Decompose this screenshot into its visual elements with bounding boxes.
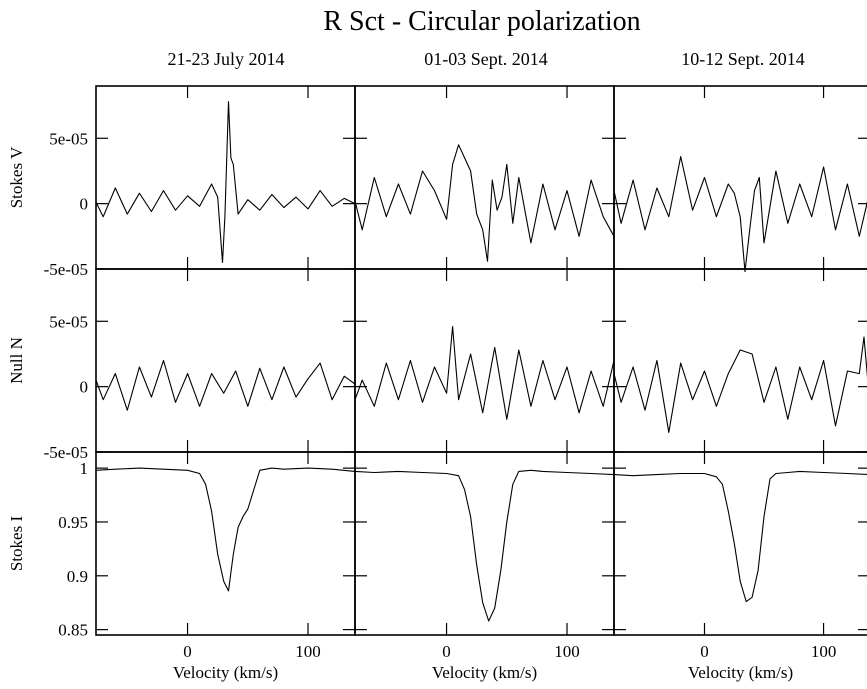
chart-title: R Sct - Circular polarization xyxy=(323,6,640,37)
series-line-r3-c2 xyxy=(354,469,615,622)
panel-frame-r3-c3 xyxy=(613,451,867,636)
ytick-label: 5e-05 xyxy=(49,129,88,148)
series-line-r1-c1 xyxy=(95,101,356,264)
panel-frame-r2-c1 xyxy=(95,268,356,453)
xtick-label: 100 xyxy=(554,642,580,661)
xtick-label: 0 xyxy=(442,642,451,661)
ytick-label: 0.85 xyxy=(58,621,88,640)
ytick-label: 0.95 xyxy=(58,513,88,532)
series-line-r3-c1 xyxy=(95,467,356,592)
series-line-r1-c2 xyxy=(354,144,615,262)
ytick-label: -5e-05 xyxy=(44,260,88,279)
x-axis-label: Velocity (km/s) xyxy=(173,663,278,682)
series-line-r2-c2 xyxy=(354,325,615,420)
x-axis-label: Velocity (km/s) xyxy=(432,663,537,682)
row-axis-label: Stokes V xyxy=(7,146,26,208)
ytick-label: 0 xyxy=(80,378,89,397)
series-line-r2-c3 xyxy=(613,336,867,433)
xtick-label: 100 xyxy=(811,642,837,661)
ytick-label: 1 xyxy=(80,459,89,478)
panel-frame-r1-c3 xyxy=(613,85,867,270)
column-title-2: 01-03 Sept. 2014 xyxy=(424,49,548,69)
panel-frame-r2-c3 xyxy=(613,268,867,453)
column-title-1: 21-23 July 2014 xyxy=(168,49,285,69)
panel-frame-r1-c1 xyxy=(95,85,356,270)
column-title-3: 10-12 Sept. 2014 xyxy=(681,49,805,69)
ytick-label: 5e-05 xyxy=(49,312,88,331)
series-line-r2-c1 xyxy=(95,359,356,411)
ytick-label: -5e-05 xyxy=(44,443,88,462)
x-axis-label: Velocity (km/s) xyxy=(688,663,793,682)
panel-frame-r3-c1 xyxy=(95,451,356,636)
panel-frame-r2-c2 xyxy=(354,268,615,453)
series-line-r1-c3 xyxy=(613,156,867,273)
xtick-label: 100 xyxy=(295,642,321,661)
xtick-label: 0 xyxy=(183,642,192,661)
row-axis-label: Null N xyxy=(7,337,26,384)
row-axis-label: Stokes I xyxy=(7,516,26,572)
ytick-label: 0.9 xyxy=(67,567,88,586)
xtick-label: 0 xyxy=(700,642,709,661)
ytick-label: 0 xyxy=(80,195,89,214)
series-line-r3-c3 xyxy=(613,470,867,603)
